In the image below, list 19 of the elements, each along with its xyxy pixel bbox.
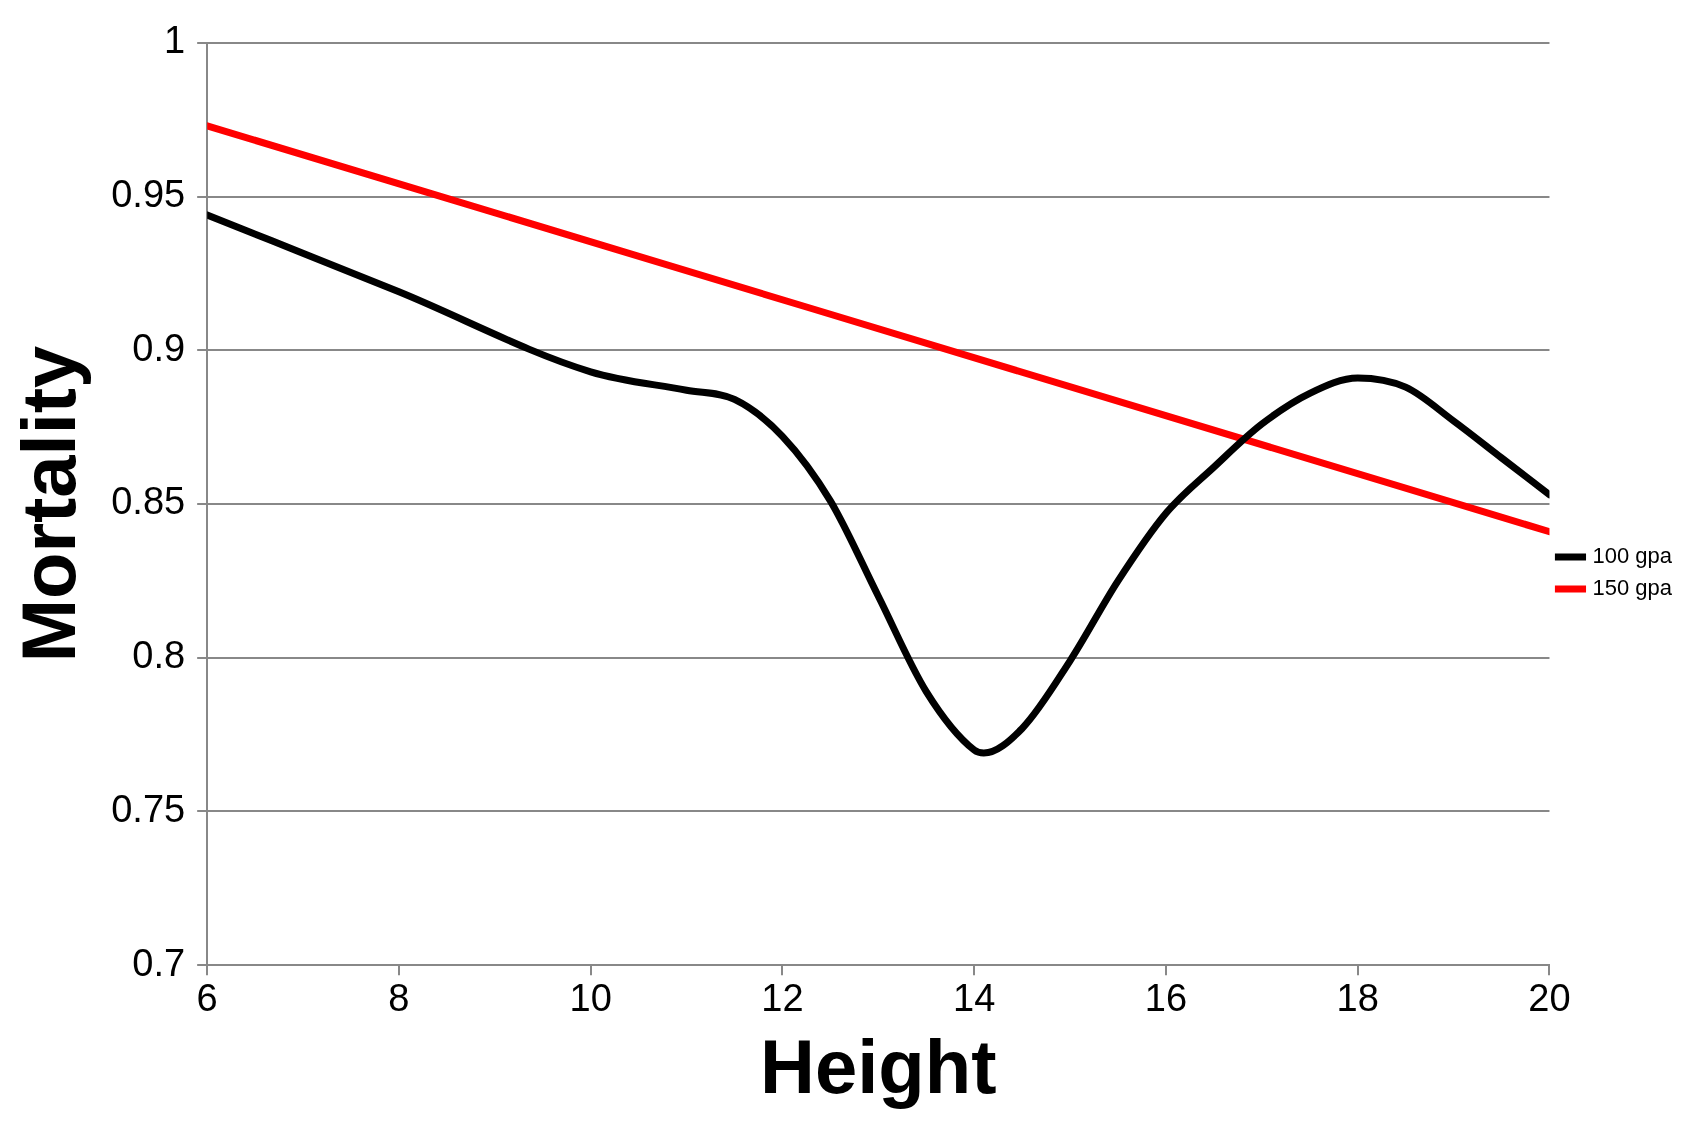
y-tick-label: 0.95 — [111, 173, 186, 216]
legend-label: 150 gpa — [1592, 575, 1673, 601]
x-tick-label: 20 — [1528, 977, 1571, 1020]
y-axis-title: Mortality — [5, 345, 91, 663]
y-tick-label: 0.8 — [132, 634, 186, 677]
x-tick-label: 18 — [1336, 977, 1379, 1020]
x-tick-label: 10 — [569, 977, 612, 1020]
y-tick-label: 1 — [164, 19, 186, 62]
x-tick-label: 12 — [761, 977, 804, 1020]
legend-label: 100 gpa — [1592, 543, 1673, 569]
y-tick-label: 0.7 — [132, 941, 186, 984]
x-tick-label: 6 — [196, 977, 218, 1020]
x-axis-title: Height — [760, 1024, 997, 1110]
x-tick-label: 14 — [953, 977, 996, 1020]
y-tick-label: 0.85 — [111, 480, 186, 523]
x-tick-label: 8 — [388, 977, 410, 1020]
y-tick-label: 0.75 — [111, 787, 186, 830]
y-tick-label: 0.9 — [132, 326, 186, 369]
x-tick-label: 16 — [1144, 977, 1188, 1020]
